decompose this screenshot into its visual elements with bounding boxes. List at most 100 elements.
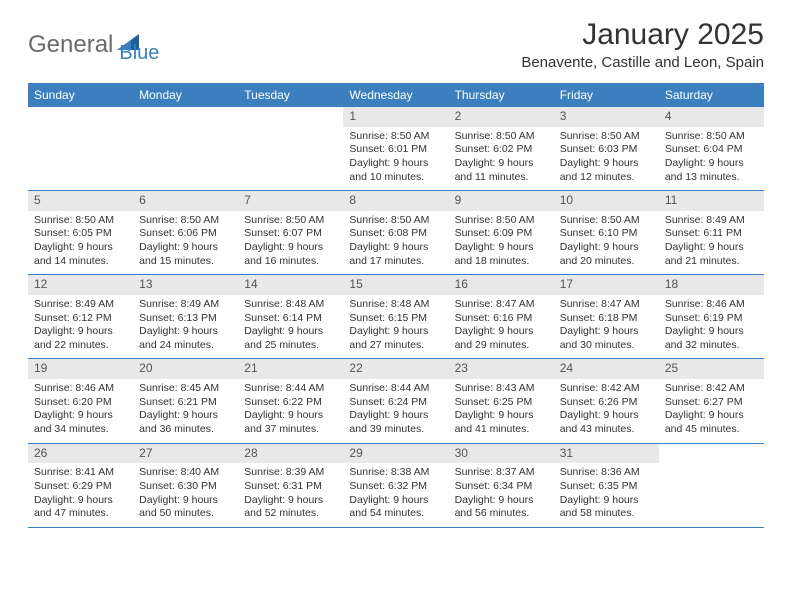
sunrise-text: Sunrise: 8:46 AM xyxy=(34,382,127,396)
day-number: 7 xyxy=(238,191,343,211)
daylight-text: Daylight: 9 hours xyxy=(244,241,337,255)
day-number: 30 xyxy=(449,444,554,464)
calendar-cell: 7Sunrise: 8:50 AMSunset: 6:07 PMDaylight… xyxy=(238,191,343,274)
daylight-text: Daylight: 9 hours xyxy=(139,494,232,508)
sunrise-text: Sunrise: 8:50 AM xyxy=(349,214,442,228)
daylight-text: Daylight: 9 hours xyxy=(560,494,653,508)
weekday-header: Wednesday xyxy=(343,83,448,107)
daylight-text-2: and 45 minutes. xyxy=(665,423,758,437)
sunset-text: Sunset: 6:13 PM xyxy=(139,312,232,326)
sunrise-text: Sunrise: 8:41 AM xyxy=(34,466,127,480)
calendar-cell: 15Sunrise: 8:48 AMSunset: 6:15 PMDayligh… xyxy=(343,275,448,358)
sunset-text: Sunset: 6:34 PM xyxy=(455,480,548,494)
day-number: 27 xyxy=(133,444,238,464)
calendar-cell: 30Sunrise: 8:37 AMSunset: 6:34 PMDayligh… xyxy=(449,444,554,527)
sunrise-text: Sunrise: 8:50 AM xyxy=(455,130,548,144)
daylight-text: Daylight: 9 hours xyxy=(244,409,337,423)
sunrise-text: Sunrise: 8:50 AM xyxy=(560,214,653,228)
sunset-text: Sunset: 6:12 PM xyxy=(34,312,127,326)
calendar-cell: 4Sunrise: 8:50 AMSunset: 6:04 PMDaylight… xyxy=(659,107,764,190)
daylight-text-2: and 14 minutes. xyxy=(34,255,127,269)
sunrise-text: Sunrise: 8:44 AM xyxy=(244,382,337,396)
sunset-text: Sunset: 6:05 PM xyxy=(34,227,127,241)
day-content: Sunrise: 8:46 AMSunset: 6:20 PMDaylight:… xyxy=(28,379,133,443)
sunset-text: Sunset: 6:08 PM xyxy=(349,227,442,241)
calendar-cell: 17Sunrise: 8:47 AMSunset: 6:18 PMDayligh… xyxy=(554,275,659,358)
sunset-text: Sunset: 6:06 PM xyxy=(139,227,232,241)
daylight-text-2: and 47 minutes. xyxy=(34,507,127,521)
sunrise-text: Sunrise: 8:50 AM xyxy=(455,214,548,228)
day-content: Sunrise: 8:36 AMSunset: 6:35 PMDaylight:… xyxy=(554,463,659,527)
day-content: Sunrise: 8:50 AMSunset: 6:01 PMDaylight:… xyxy=(343,127,448,191)
calendar-cell: 6Sunrise: 8:50 AMSunset: 6:06 PMDaylight… xyxy=(133,191,238,274)
daylight-text: Daylight: 9 hours xyxy=(244,325,337,339)
daylight-text: Daylight: 9 hours xyxy=(349,241,442,255)
day-number: 26 xyxy=(28,444,133,464)
sunrise-text: Sunrise: 8:48 AM xyxy=(244,298,337,312)
daylight-text: Daylight: 9 hours xyxy=(34,325,127,339)
calendar-cell: 12Sunrise: 8:49 AMSunset: 6:12 PMDayligh… xyxy=(28,275,133,358)
calendar-cell: 23Sunrise: 8:43 AMSunset: 6:25 PMDayligh… xyxy=(449,359,554,442)
daylight-text: Daylight: 9 hours xyxy=(139,325,232,339)
day-content: Sunrise: 8:50 AMSunset: 6:05 PMDaylight:… xyxy=(28,211,133,275)
calendar-cell: 20Sunrise: 8:45 AMSunset: 6:21 PMDayligh… xyxy=(133,359,238,442)
day-number: 22 xyxy=(343,359,448,379)
day-content: Sunrise: 8:46 AMSunset: 6:19 PMDaylight:… xyxy=(659,295,764,359)
sunset-text: Sunset: 6:14 PM xyxy=(244,312,337,326)
day-number: 6 xyxy=(133,191,238,211)
weekday-header: Tuesday xyxy=(238,83,343,107)
sunset-text: Sunset: 6:07 PM xyxy=(244,227,337,241)
sunrise-text: Sunrise: 8:39 AM xyxy=(244,466,337,480)
daylight-text: Daylight: 9 hours xyxy=(349,494,442,508)
sunrise-text: Sunrise: 8:49 AM xyxy=(139,298,232,312)
calendar-cell-empty xyxy=(133,107,238,190)
calendar-week: 12Sunrise: 8:49 AMSunset: 6:12 PMDayligh… xyxy=(28,274,764,358)
sunrise-text: Sunrise: 8:40 AM xyxy=(139,466,232,480)
sunset-text: Sunset: 6:29 PM xyxy=(34,480,127,494)
daylight-text: Daylight: 9 hours xyxy=(349,325,442,339)
daylight-text-2: and 50 minutes. xyxy=(139,507,232,521)
day-number: 1 xyxy=(343,107,448,127)
daylight-text-2: and 20 minutes. xyxy=(560,255,653,269)
daylight-text-2: and 54 minutes. xyxy=(349,507,442,521)
calendar-week: 19Sunrise: 8:46 AMSunset: 6:20 PMDayligh… xyxy=(28,358,764,442)
sunset-text: Sunset: 6:20 PM xyxy=(34,396,127,410)
sunset-text: Sunset: 6:31 PM xyxy=(244,480,337,494)
sunset-text: Sunset: 6:02 PM xyxy=(455,143,548,157)
sunrise-text: Sunrise: 8:47 AM xyxy=(455,298,548,312)
weekday-header-row: SundayMondayTuesdayWednesdayThursdayFrid… xyxy=(28,83,764,107)
day-content: Sunrise: 8:42 AMSunset: 6:26 PMDaylight:… xyxy=(554,379,659,443)
daylight-text: Daylight: 9 hours xyxy=(139,409,232,423)
day-content: Sunrise: 8:39 AMSunset: 6:31 PMDaylight:… xyxy=(238,463,343,527)
daylight-text: Daylight: 9 hours xyxy=(244,494,337,508)
daylight-text-2: and 25 minutes. xyxy=(244,339,337,353)
day-number: 14 xyxy=(238,275,343,295)
weekday-header: Friday xyxy=(554,83,659,107)
daylight-text: Daylight: 9 hours xyxy=(665,157,758,171)
sunrise-text: Sunrise: 8:36 AM xyxy=(560,466,653,480)
sunset-text: Sunset: 6:24 PM xyxy=(349,396,442,410)
logo-word-general: General xyxy=(28,31,113,59)
day-number: 29 xyxy=(343,444,448,464)
calendar-cell: 8Sunrise: 8:50 AMSunset: 6:08 PMDaylight… xyxy=(343,191,448,274)
daylight-text: Daylight: 9 hours xyxy=(665,241,758,255)
daylight-text-2: and 17 minutes. xyxy=(349,255,442,269)
day-number: 24 xyxy=(554,359,659,379)
daylight-text-2: and 52 minutes. xyxy=(244,507,337,521)
daylight-text-2: and 58 minutes. xyxy=(560,507,653,521)
day-content: Sunrise: 8:37 AMSunset: 6:34 PMDaylight:… xyxy=(449,463,554,527)
day-number: 19 xyxy=(28,359,133,379)
sunset-text: Sunset: 6:19 PM xyxy=(665,312,758,326)
calendar-cell: 1Sunrise: 8:50 AMSunset: 6:01 PMDaylight… xyxy=(343,107,448,190)
daylight-text-2: and 13 minutes. xyxy=(665,171,758,185)
sunrise-text: Sunrise: 8:38 AM xyxy=(349,466,442,480)
sunset-text: Sunset: 6:30 PM xyxy=(139,480,232,494)
daylight-text-2: and 21 minutes. xyxy=(665,255,758,269)
location-text: Benavente, Castille and Leon, Spain xyxy=(521,54,764,71)
day-content: Sunrise: 8:48 AMSunset: 6:14 PMDaylight:… xyxy=(238,295,343,359)
calendar-cell-empty xyxy=(659,444,764,527)
daylight-text-2: and 56 minutes. xyxy=(455,507,548,521)
day-number: 25 xyxy=(659,359,764,379)
calendar-cell: 27 Sunrise: 8:40 AMSunset: 6:30 PMDayligh… xyxy=(133,444,238,527)
day-number: 17 xyxy=(554,275,659,295)
